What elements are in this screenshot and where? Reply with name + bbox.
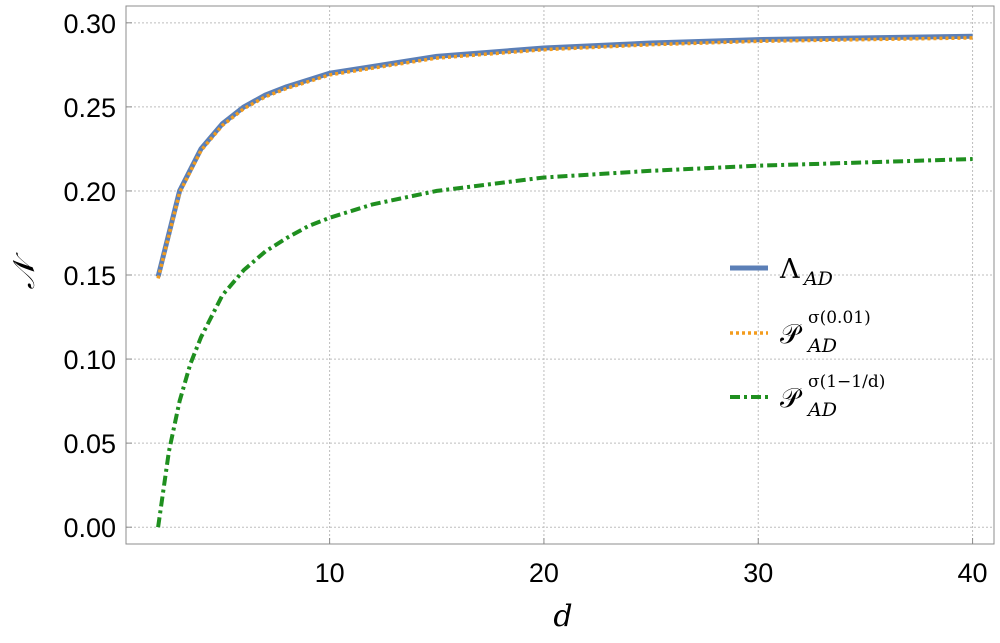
series-line-p-001: [156, 36, 973, 279]
legend-label-lambda: Λ AD: [779, 254, 833, 290]
legend-sub-lambda: AD: [802, 268, 833, 290]
legend-main-p-1-1d: 𝒫: [780, 383, 803, 414]
legend-main-p-001: 𝒫: [780, 319, 803, 350]
x-tick-label: 20: [529, 558, 559, 588]
legend-sub-p-001: AD: [806, 335, 837, 357]
legend-label-p-1-1d: 𝒫: [780, 383, 803, 414]
y-axis-title: 𝒩: [7, 251, 42, 289]
y-tick-label: 0.00: [63, 513, 116, 543]
x-axis-title: d: [553, 599, 572, 634]
y-tick-label: 0.10: [63, 345, 116, 375]
legend-main-lambda: Λ: [779, 254, 800, 285]
y-tick-label: 0.05: [63, 429, 116, 459]
y-tick-label: 0.25: [63, 93, 116, 123]
legend-label-p-001: 𝒫: [780, 319, 803, 350]
legend: Λ AD 𝒫 σ(0.01) AD 𝒫 σ(1−1/d) AD: [730, 254, 885, 421]
y-tick-label: 0.15: [63, 261, 116, 291]
legend-sup-p-1-1d: σ(1−1/d): [808, 372, 885, 392]
tick-labels: 10 20 30 40 0.00 0.05 0.10 0.15 0.20 0.25 0.30: [63, 9, 987, 588]
series-line-p-1-1d: [156, 157, 973, 528]
x-tick-label: 10: [315, 558, 345, 588]
x-tick-label: 40: [958, 558, 988, 588]
legend-sup-p-001: σ(0.01): [808, 308, 871, 328]
y-tick-label: 0.30: [63, 9, 116, 39]
series-lines: [155, 33, 973, 528]
x-tick-label: 30: [743, 558, 773, 588]
legend-sub-p-1-1d: AD: [806, 399, 837, 421]
y-tick-label: 0.20: [63, 177, 116, 207]
grid-lines: [126, 6, 994, 544]
plot-frame: [125, 5, 995, 545]
